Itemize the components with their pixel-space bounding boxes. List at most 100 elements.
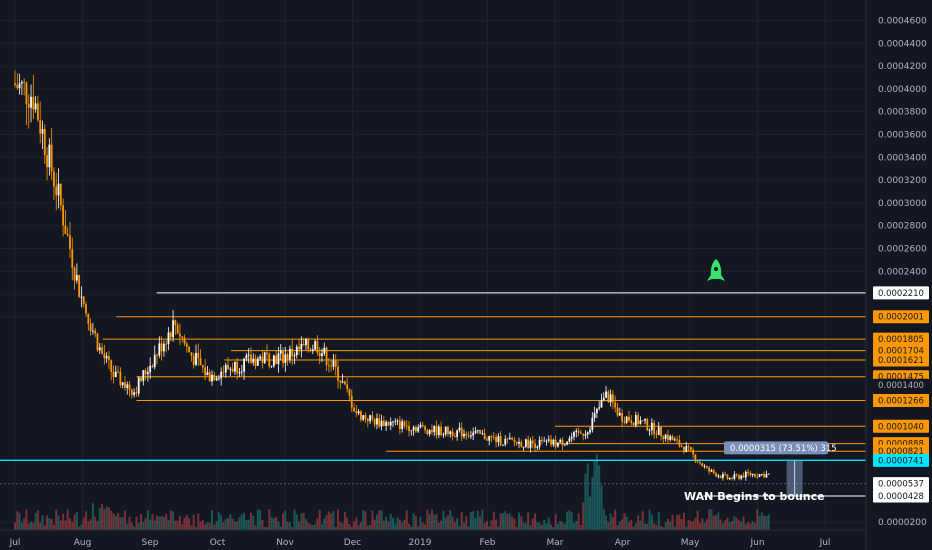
volume-bar — [89, 519, 92, 530]
volume-bar — [410, 526, 413, 530]
candle-body — [685, 446, 688, 452]
time-axis[interactable]: Jul Aug Sep Oct Nov Dec 2019 Feb Mar Apr May Jun Jul — [9, 538, 831, 548]
volume-bar — [595, 454, 598, 530]
candle-body — [451, 431, 454, 436]
candle-body — [300, 343, 303, 350]
candle-body — [325, 347, 328, 366]
volume-bar — [286, 521, 289, 530]
volume-bar — [110, 510, 113, 530]
price-axis-tag-label: 0.0001400 — [878, 381, 924, 391]
candles — [14, 70, 770, 481]
candle-body — [268, 353, 271, 366]
volume-bar — [252, 515, 255, 530]
price-axis-tag-label: 0.0002210 — [878, 289, 924, 299]
volume-bar — [32, 522, 35, 530]
volume-bar — [295, 514, 298, 530]
volume-bar — [275, 516, 278, 530]
candle-body — [490, 436, 493, 437]
price-axis-tag — [873, 353, 929, 367]
volume-bar — [518, 512, 520, 530]
volume-bar — [316, 517, 319, 530]
candle-body — [124, 382, 126, 389]
candle-body — [57, 183, 60, 196]
candle-body — [437, 426, 440, 436]
volume-bar — [481, 509, 484, 530]
candle-body — [557, 442, 559, 447]
volume-bar — [227, 518, 230, 530]
volume-bar — [201, 520, 204, 530]
candle-body — [614, 402, 617, 408]
candle-body — [417, 427, 420, 432]
volume-bar — [190, 525, 193, 530]
candle-body — [46, 155, 48, 168]
volume-bar — [34, 513, 37, 530]
volume-bar — [616, 525, 619, 530]
candle-body — [717, 475, 720, 477]
grid — [0, 0, 866, 530]
price-axis[interactable]: 0.00002000.00020000.00022000.00024000.00… — [878, 17, 927, 529]
candle-body — [554, 439, 557, 447]
candle-body — [600, 400, 603, 408]
candle-body — [403, 421, 406, 426]
rocket-fin-right — [720, 273, 725, 281]
volume-bar — [392, 517, 394, 530]
volume-bar — [236, 521, 239, 530]
candle-body — [183, 337, 186, 344]
volume-bar — [348, 524, 351, 530]
volume-bar — [160, 516, 163, 530]
volume-bar — [737, 520, 740, 530]
volume-bar — [575, 521, 578, 530]
volume-bar — [43, 525, 46, 530]
volume-bar — [703, 522, 706, 530]
candle-body — [655, 434, 658, 435]
volume-bar — [765, 516, 768, 530]
volume-bar — [724, 520, 727, 530]
volume-bar — [123, 510, 126, 530]
volume-bar — [270, 516, 273, 530]
candle-body — [623, 421, 626, 423]
volume-bar — [71, 522, 74, 530]
volume-bar — [536, 522, 539, 530]
volume-bar — [178, 515, 181, 530]
candle-body — [465, 433, 468, 436]
candle-body — [69, 235, 71, 250]
candle-body — [114, 371, 117, 377]
volume-bar — [552, 526, 555, 530]
candle-body — [726, 474, 729, 479]
volume-bar — [740, 521, 743, 530]
volume-bar — [721, 523, 724, 530]
candle-body — [703, 466, 706, 467]
volume-bar — [371, 510, 374, 530]
candle-body — [307, 339, 310, 350]
volume-bar — [586, 463, 589, 530]
volume-bar — [375, 514, 378, 530]
volume-bar — [627, 521, 630, 530]
volume-bar — [607, 522, 610, 530]
volume-bar — [394, 523, 397, 530]
volume-bar — [623, 513, 626, 530]
volume-bar — [605, 515, 608, 530]
volume-bar — [577, 513, 580, 530]
volume-bar — [476, 510, 479, 530]
volume-bar — [598, 465, 601, 530]
volume-bar — [220, 514, 223, 530]
volume-bar — [744, 524, 747, 530]
rocket-icon — [707, 259, 725, 281]
measure-tool[interactable]: 0.0000315 (73.51%) 315 — [724, 441, 837, 497]
candle-body — [415, 427, 417, 432]
candle-body — [50, 144, 53, 172]
volume-bar — [529, 525, 532, 530]
volume-bar — [80, 524, 83, 530]
time-tick-label: Nov — [276, 538, 294, 548]
candle-body — [447, 426, 449, 435]
candle-body — [85, 304, 87, 314]
volume-bar — [211, 510, 214, 530]
candle-body — [190, 352, 193, 356]
candle-body — [135, 392, 138, 394]
volume-bar — [293, 509, 296, 530]
volume-bar — [279, 526, 282, 530]
candle-body — [522, 446, 525, 448]
volume-bar — [412, 513, 415, 530]
candle-body — [39, 120, 42, 134]
